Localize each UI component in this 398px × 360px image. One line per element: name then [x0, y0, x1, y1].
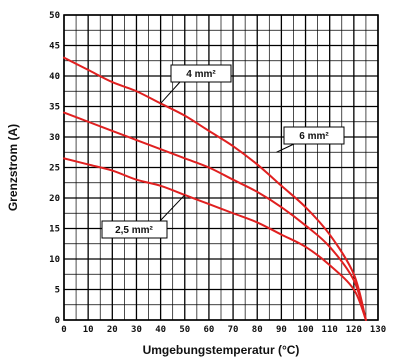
annotation-leader — [276, 143, 295, 153]
annotation-box — [170, 64, 232, 83]
x-tick-label: 50 — [179, 325, 190, 335]
y-tick-label: 40 — [49, 72, 60, 82]
x-tick-label: 0 — [61, 325, 66, 335]
x-tick-label: 90 — [276, 325, 287, 335]
annotation-leader — [159, 194, 186, 222]
series-line-4-mmmm2 — [63, 56, 367, 321]
x-tick-label: 120 — [346, 325, 362, 335]
y-tick-label: 10 — [49, 255, 60, 265]
x-tick-label: 130 — [370, 325, 386, 335]
y-tick-labels: 0 5 10 15 20 25 30 35 40 45 50 — [49, 11, 60, 326]
x-tick-label: 10 — [83, 325, 94, 335]
annotation-leader — [160, 81, 181, 104]
x-tick-label: 60 — [204, 325, 215, 335]
x-tick-label: 70 — [228, 325, 239, 335]
series-lines — [63, 56, 367, 321]
x-tick-label: 100 — [297, 325, 313, 335]
y-tick-label: 45 — [49, 42, 60, 52]
x-tick-label: 40 — [155, 325, 166, 335]
series-line-6-mmmm2 — [63, 111, 367, 321]
y-tick-label: 0 — [55, 316, 60, 326]
x-axis-title: Umgebungstemperatur (°C) — [143, 343, 300, 357]
x-tick-label: 30 — [131, 325, 142, 335]
y-axis-title: Grenzstrom (A) — [6, 124, 20, 211]
y-tick-label: 25 — [49, 164, 60, 174]
plot-frame — [63, 14, 379, 321]
x-tick-label: 110 — [322, 325, 338, 335]
series-line-2-5-mmmm2 — [63, 157, 367, 321]
annotation-label: 4 mm² — [186, 69, 216, 80]
y-tick-label: 15 — [49, 225, 60, 235]
y-tick-label: 50 — [49, 11, 60, 21]
x-tick-label: 80 — [252, 325, 263, 335]
annotation-label: 6 mm² — [299, 131, 329, 142]
annotation-box — [283, 126, 345, 145]
y-tick-label: 35 — [49, 103, 60, 113]
y-tick-label: 5 — [55, 286, 60, 296]
annotation-box — [101, 220, 168, 239]
series-annotations: 4 mm² 6 mm² 2,5 mm² — [101, 64, 345, 239]
x-tick-label: 20 — [107, 325, 118, 335]
y-tick-label: 20 — [49, 194, 60, 204]
annotation-label: 2,5 mm² — [115, 225, 153, 236]
x-tick-labels: 0 10 20 30 40 50 60 70 80 90 100 110 120 130 — [61, 325, 386, 335]
y-tick-label: 30 — [49, 133, 60, 143]
